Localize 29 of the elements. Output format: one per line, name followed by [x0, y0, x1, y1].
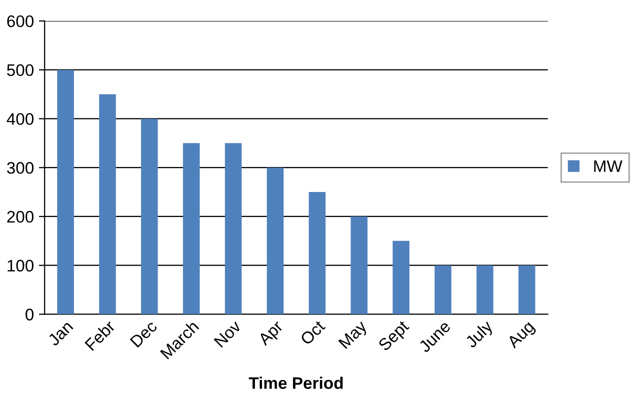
- x-tick-label: Oct: [300, 320, 326, 346]
- bar: [392, 240, 410, 314]
- bar: [266, 168, 284, 314]
- y-tick-label: 100: [8, 260, 34, 272]
- x-tick-label: Jan: [47, 320, 74, 347]
- x-tick-label: Nov: [214, 320, 242, 348]
- bar: [224, 143, 242, 314]
- bar: [182, 143, 200, 314]
- bar: [141, 118, 158, 314]
- bar: [518, 265, 536, 314]
- y-tick-label: 400: [6, 113, 34, 125]
- x-tick-label: May: [338, 320, 370, 352]
- y-tick-label: 600: [7, 15, 34, 28]
- bar: [350, 216, 368, 314]
- bar: [99, 94, 116, 314]
- x-tick-label: Apr: [257, 320, 286, 348]
- y-tick-label: 0: [26, 308, 34, 320]
- y-tick-label: 200: [7, 210, 34, 223]
- bar: [476, 265, 494, 314]
- x-tick-label: Aug: [506, 320, 538, 352]
- y-tick-label: 500: [7, 64, 34, 76]
- bar: [57, 70, 74, 314]
- x-tick-label: Dec: [130, 320, 158, 348]
- bar: [308, 192, 326, 314]
- y-tick-label: 300: [7, 162, 34, 174]
- x-tick-label: July: [464, 319, 496, 351]
- bar: [434, 265, 452, 314]
- legend-label: MW: [594, 160, 622, 172]
- x-axis-title: Time Period: [248, 376, 343, 389]
